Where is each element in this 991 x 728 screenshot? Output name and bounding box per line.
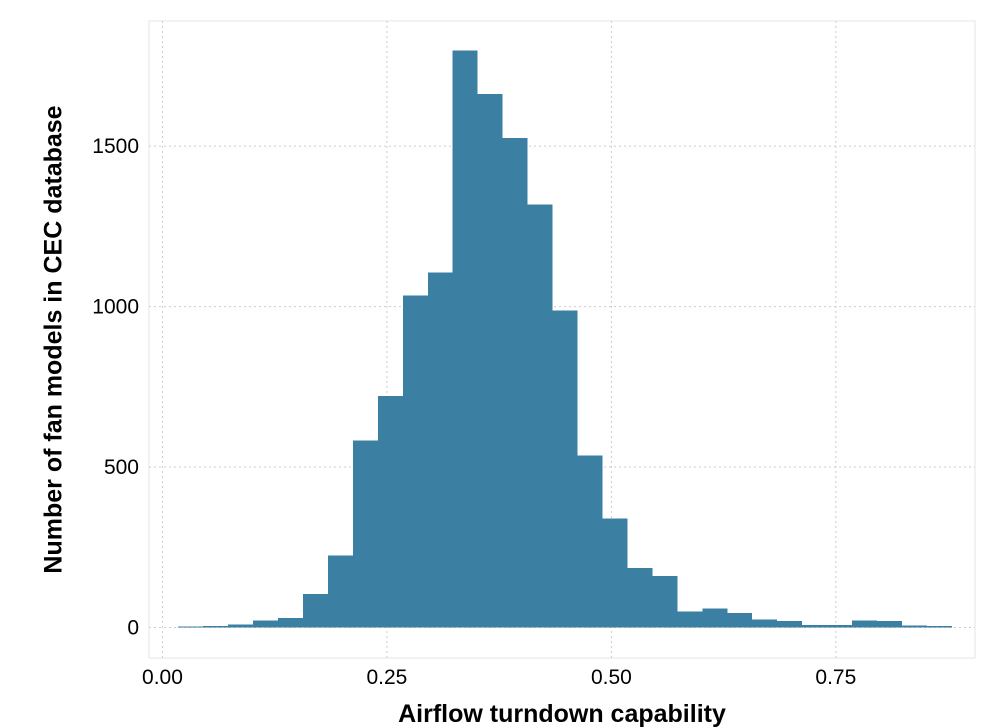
y-tick-label-3: 1500 <box>92 135 139 158</box>
histogram-bar-20 <box>677 611 703 628</box>
histogram-bar-25 <box>802 624 828 628</box>
histogram-bar-4 <box>278 617 303 628</box>
histogram-bar-17 <box>602 518 628 628</box>
histogram-bar-7 <box>352 440 378 628</box>
histogram-bar-29 <box>902 625 927 628</box>
histogram-bar-8 <box>377 395 403 628</box>
x-tick-label-1: 0.25 <box>366 666 407 689</box>
histogram-bar-11 <box>452 50 478 628</box>
histogram-bar-18 <box>627 568 653 628</box>
histogram-bar-19 <box>652 576 678 628</box>
histogram-bar-23 <box>752 619 778 628</box>
histogram-bar-12 <box>477 94 503 628</box>
histogram-bar-1 <box>203 625 229 628</box>
histogram-bar-13 <box>502 137 528 628</box>
x-axis-title: Airflow turndown capability <box>398 700 726 728</box>
histogram-bar-3 <box>253 620 279 628</box>
histogram-bar-5 <box>302 593 328 628</box>
x-tick-labels: 0.00 0.25 0.50 0.75 <box>142 666 856 689</box>
histogram-bar-22 <box>727 613 753 628</box>
histogram-bar-26 <box>827 624 853 628</box>
x-tick-label-3: 0.75 <box>815 666 856 689</box>
histogram-bar-10 <box>427 272 453 628</box>
histogram-bar-28 <box>877 621 903 628</box>
histogram-bar-14 <box>527 204 553 628</box>
histogram-bar-16 <box>577 455 603 628</box>
y-tick-label-1: 500 <box>104 456 139 479</box>
histogram-bars <box>178 50 952 628</box>
histogram-bar-0 <box>178 626 204 628</box>
y-axis-title: Number of fan models in CEC database <box>40 105 68 573</box>
histogram-bar-2 <box>228 624 254 628</box>
histogram-bar-24 <box>777 621 803 628</box>
y-tick-labels: 0 500 1000 1500 <box>92 135 139 639</box>
histogram-bar-9 <box>402 295 428 628</box>
histogram-bar-15 <box>552 310 578 628</box>
histogram-bar-30 <box>926 626 952 628</box>
x-tick-label-0: 0.00 <box>142 666 183 689</box>
histogram-bar-6 <box>327 555 353 628</box>
histogram-bar-21 <box>702 608 728 628</box>
histogram-bar-27 <box>852 620 878 628</box>
y-tick-label-0: 0 <box>127 617 139 640</box>
y-tick-label-2: 1000 <box>92 296 139 319</box>
x-tick-label-2: 0.50 <box>591 666 632 689</box>
